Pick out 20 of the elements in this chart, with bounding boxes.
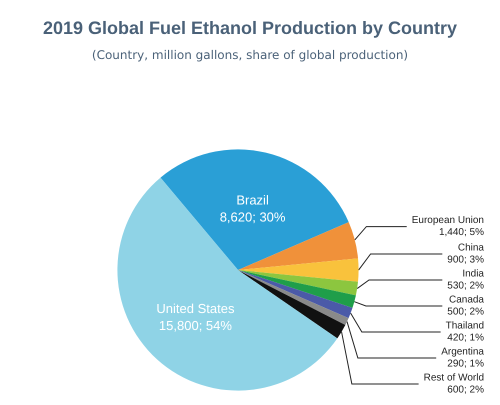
data-label: 1,440; 5%	[438, 227, 484, 238]
data-label: 600; 2%	[447, 384, 484, 396]
data-label: 420; 1%	[447, 332, 484, 344]
slice-label: United States	[156, 300, 235, 316]
slice-label: Rest of World	[424, 372, 484, 384]
slice-label: Brazil	[236, 192, 269, 208]
slice-label: European Union	[412, 215, 484, 226]
data-label: 500; 2%	[447, 306, 484, 318]
chart-subtitle: (Country, million gallons, share of global production)	[92, 48, 408, 62]
slice-label: India	[462, 268, 484, 280]
data-label: 530; 2%	[447, 280, 484, 292]
slice-label: China	[458, 242, 484, 254]
slice-label: Canada	[448, 294, 484, 306]
slice-label: Argentina	[441, 346, 484, 358]
data-label: 15,800; 54%	[158, 318, 232, 333]
chart-title: 2019 Global Fuel Ethanol Production by Country	[42, 18, 458, 38]
data-label: 290; 1%	[447, 358, 484, 370]
data-label: 900; 3%	[447, 254, 484, 266]
slice-label: Thailand	[446, 320, 484, 332]
data-label: 8,620; 30%	[220, 209, 286, 224]
